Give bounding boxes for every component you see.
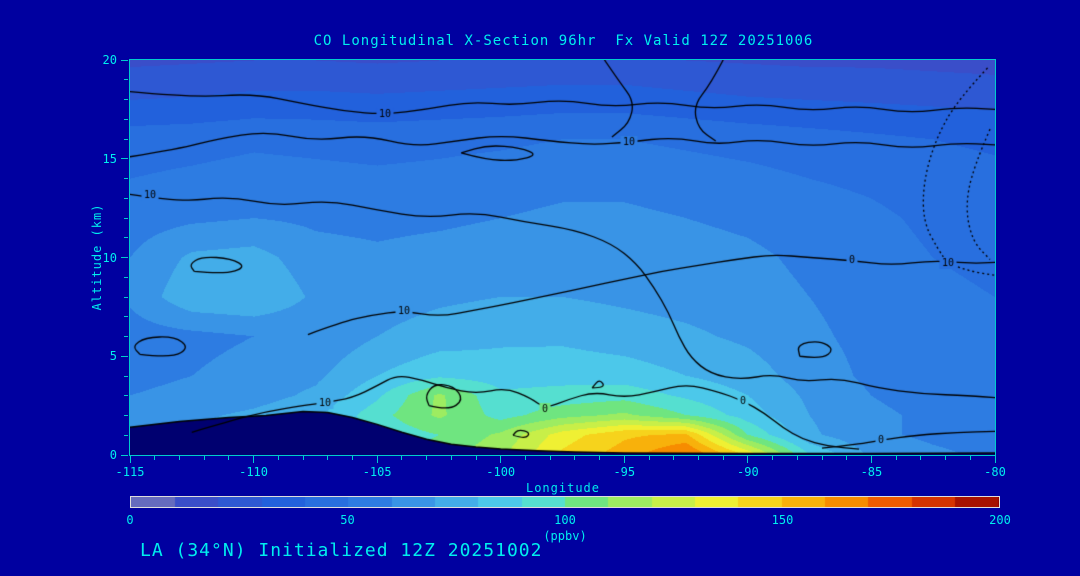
x-tick-minor xyxy=(969,456,971,460)
x-tick-minor xyxy=(796,456,798,460)
x-tick-minor xyxy=(648,456,650,460)
colorbar-tick-label: 0 xyxy=(126,513,134,527)
x-tick-minor xyxy=(426,456,428,460)
y-tick-minor xyxy=(124,276,128,278)
x-tick-minor xyxy=(549,456,551,460)
y-tick-minor xyxy=(124,99,128,100)
x-tick-major xyxy=(129,456,131,463)
y-tick-minor xyxy=(124,375,128,377)
x-tick-minor xyxy=(895,456,897,460)
init-label: LA (34°N) Initialized 12Z 20251002 xyxy=(140,540,543,561)
y-tick-minor xyxy=(124,415,128,416)
y-tick-major xyxy=(121,59,128,61)
x-tick-major xyxy=(870,456,872,463)
x-tick-label: -115 xyxy=(115,465,145,479)
colorbar-tick-label: 200 xyxy=(989,513,1011,527)
colorbar xyxy=(130,496,1000,508)
y-tick-minor xyxy=(124,217,128,219)
y-tick-minor xyxy=(124,79,128,81)
y-tick-minor xyxy=(124,178,128,179)
y-tick-label: 5 xyxy=(109,349,117,364)
plot-frame xyxy=(129,59,996,456)
x-tick-major xyxy=(253,456,255,463)
x-tick-label: -95 xyxy=(613,465,636,479)
x-tick-minor xyxy=(673,456,675,460)
x-tick-minor xyxy=(524,456,526,460)
y-tick-label: 10 xyxy=(102,250,117,265)
y-tick-major xyxy=(121,158,128,160)
co-xsection-heatmap xyxy=(130,60,995,455)
x-tick-minor xyxy=(920,456,922,460)
colorbar-tick-label: 50 xyxy=(340,513,355,527)
x-tick-major xyxy=(500,456,502,463)
x-tick-minor xyxy=(599,456,601,460)
x-tick-major xyxy=(994,456,996,463)
x-tick-label: -80 xyxy=(984,465,1006,479)
x-tick-minor xyxy=(401,456,403,460)
x-tick-minor xyxy=(821,456,823,460)
y-tick-minor xyxy=(124,336,128,337)
y-tick-minor xyxy=(124,118,128,120)
x-tick-minor xyxy=(178,456,180,460)
chart-title: CO Longitudinal X-Section 96hr Fx Valid … xyxy=(313,33,814,49)
x-tick-minor xyxy=(302,456,304,460)
x-tick-minor xyxy=(722,456,724,460)
y-tick-minor xyxy=(124,197,128,199)
x-tick-major xyxy=(747,456,749,463)
x-tick-minor xyxy=(450,456,452,460)
x-tick-minor xyxy=(574,456,576,460)
x-tick-minor xyxy=(277,456,279,460)
y-tick-minor xyxy=(124,434,128,436)
y-tick-minor xyxy=(124,138,128,140)
x-tick-major xyxy=(623,456,625,463)
y-tick-label: 20 xyxy=(102,53,117,67)
colorbar-tick-label: 150 xyxy=(771,513,794,527)
y-tick-minor xyxy=(124,237,128,239)
x-tick-minor xyxy=(351,456,353,460)
y-tick-major xyxy=(121,454,128,456)
x-tick-label: -85 xyxy=(860,465,883,479)
x-tick-minor xyxy=(945,456,947,460)
x-tick-major xyxy=(376,456,378,463)
x-tick-minor xyxy=(327,456,329,460)
x-tick-label: -100 xyxy=(486,465,516,479)
x-tick-minor xyxy=(846,456,848,460)
y-tick-minor xyxy=(124,296,128,298)
y-tick-major xyxy=(121,355,128,357)
x-tick-minor xyxy=(475,456,477,460)
y-tick-major xyxy=(121,257,128,258)
y-tick-minor xyxy=(124,395,128,397)
x-tick-minor xyxy=(154,456,156,460)
x-tick-label: -105 xyxy=(362,465,392,479)
x-tick-minor xyxy=(772,456,774,460)
x-tick-label: -90 xyxy=(737,465,759,479)
y-tick-label: 15 xyxy=(102,151,117,166)
x-axis-label: Longitude xyxy=(525,481,601,495)
x-tick-minor xyxy=(697,456,699,460)
y-tick-label: 0 xyxy=(109,448,117,462)
y-tick-minor xyxy=(124,316,128,318)
x-tick-label: -110 xyxy=(239,465,269,479)
x-tick-minor xyxy=(228,456,230,460)
colorbar-tick-label: 100 xyxy=(554,513,576,527)
colorbar-units: (ppbv) xyxy=(543,529,587,543)
x-tick-minor xyxy=(203,456,205,460)
